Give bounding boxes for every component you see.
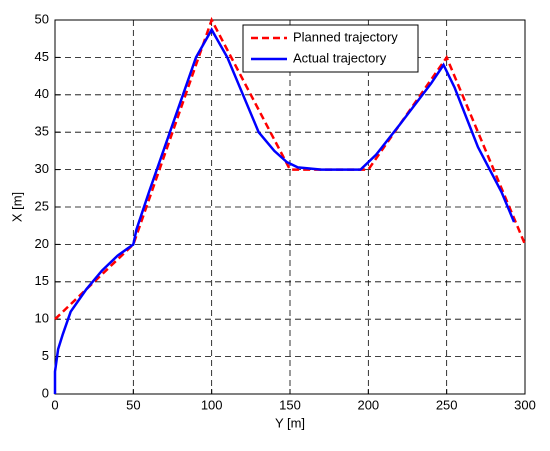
x-tick-label: 300 xyxy=(514,397,536,412)
legend-label: Planned trajectory xyxy=(293,29,398,44)
x-tick-label: 0 xyxy=(51,397,58,412)
y-tick-label: 0 xyxy=(42,385,49,400)
y-tick-label: 20 xyxy=(35,236,49,251)
y-tick-label: 50 xyxy=(35,11,49,26)
legend-box xyxy=(242,24,419,73)
x-tick-label: 50 xyxy=(126,397,140,412)
y-tick-label: 5 xyxy=(42,348,49,363)
legend-label: Actual trajectory xyxy=(293,50,387,65)
series-line xyxy=(53,27,516,394)
series-line xyxy=(54,16,527,321)
x-tick-label: 100 xyxy=(201,397,223,412)
x-axis-label: Y [m] xyxy=(275,415,305,430)
x-tick-label: 250 xyxy=(436,397,458,412)
y-tick-label: 35 xyxy=(35,124,49,139)
y-tick-label: 30 xyxy=(35,161,49,176)
x-tick-label: 200 xyxy=(357,397,379,412)
y-tick-label: 15 xyxy=(35,273,49,288)
y-tick-label: 10 xyxy=(35,311,49,326)
y-tick-label: 45 xyxy=(35,49,49,64)
y-tick-label: 25 xyxy=(35,198,49,213)
y-tick-label: 40 xyxy=(35,86,49,101)
x-tick-label: 150 xyxy=(279,397,301,412)
y-axis-label: X [m] xyxy=(9,192,24,222)
